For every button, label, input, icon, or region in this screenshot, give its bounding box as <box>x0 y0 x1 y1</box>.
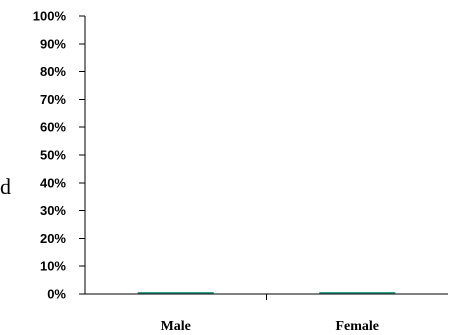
y-tick-label: 100% <box>33 9 67 24</box>
x-category-label: Male <box>161 319 191 334</box>
y-tick-label: 0% <box>47 287 66 302</box>
x-axis: Male Female <box>85 293 448 334</box>
bars <box>137 292 396 294</box>
x-category-label: Female <box>335 319 379 334</box>
y-tick-label: 50% <box>40 148 66 163</box>
y-tick-label: 70% <box>40 92 66 107</box>
y-tick-label: 90% <box>40 36 66 51</box>
y-tick-label: 40% <box>40 175 66 190</box>
bar-female <box>319 292 396 294</box>
y-tick-label: 10% <box>40 259 66 274</box>
side-glyph: d <box>0 174 11 199</box>
y-tick-label: 30% <box>40 203 66 218</box>
bar-male <box>137 292 214 294</box>
y-axis: 0% 10% 20% 30% 40% 50% 60% 70% 80% 90% 100% <box>33 9 86 302</box>
y-tick-label: 80% <box>40 64 66 79</box>
y-tick-label: 20% <box>40 231 66 246</box>
y-tick-label: 60% <box>40 120 66 135</box>
